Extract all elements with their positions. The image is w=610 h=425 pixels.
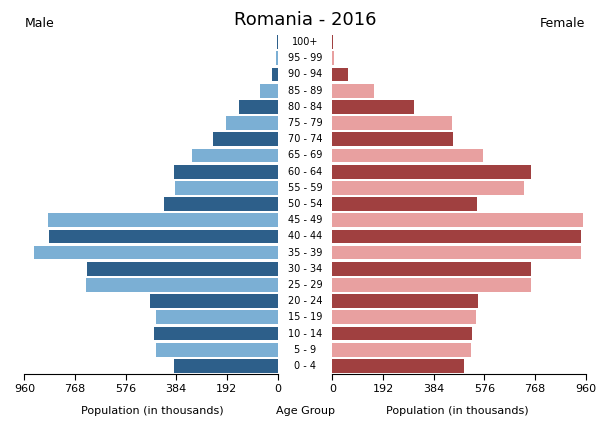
Bar xyxy=(332,213,584,227)
Bar xyxy=(156,310,278,324)
Bar xyxy=(332,100,414,114)
Text: 60 - 64: 60 - 64 xyxy=(288,167,322,177)
Text: 95 - 99: 95 - 99 xyxy=(288,53,322,63)
Bar xyxy=(332,246,581,259)
Text: 0 - 4: 0 - 4 xyxy=(294,361,316,371)
Bar xyxy=(85,278,278,292)
Text: 75 - 79: 75 - 79 xyxy=(288,118,322,128)
Bar xyxy=(332,116,451,130)
Bar xyxy=(151,294,278,308)
Bar xyxy=(49,230,278,243)
Bar xyxy=(87,262,278,276)
Bar xyxy=(276,51,278,65)
Bar xyxy=(332,181,525,195)
Bar xyxy=(174,165,278,178)
Text: 100+: 100+ xyxy=(292,37,318,47)
Bar xyxy=(175,181,278,195)
Bar xyxy=(277,35,278,49)
Bar xyxy=(332,294,478,308)
Bar xyxy=(239,100,278,114)
Text: Female: Female xyxy=(540,17,586,30)
Bar xyxy=(156,343,278,357)
Bar xyxy=(332,230,581,243)
Text: 65 - 69: 65 - 69 xyxy=(288,150,322,160)
Bar xyxy=(48,213,278,227)
Text: 45 - 49: 45 - 49 xyxy=(288,215,322,225)
Text: Population (in thousands): Population (in thousands) xyxy=(81,406,224,416)
Bar xyxy=(332,343,471,357)
Text: 15 - 19: 15 - 19 xyxy=(288,312,322,322)
Text: Romania - 2016: Romania - 2016 xyxy=(234,11,376,28)
Bar xyxy=(332,84,374,98)
Text: Age Group: Age Group xyxy=(276,406,334,416)
Text: 10 - 14: 10 - 14 xyxy=(288,329,322,339)
Bar xyxy=(332,327,472,340)
Bar xyxy=(272,68,278,81)
Text: 30 - 34: 30 - 34 xyxy=(288,264,322,274)
Bar xyxy=(260,84,278,98)
Text: 55 - 59: 55 - 59 xyxy=(288,183,322,193)
Text: 70 - 74: 70 - 74 xyxy=(288,134,322,144)
Bar xyxy=(154,327,278,340)
Bar xyxy=(192,149,278,162)
Bar xyxy=(332,278,531,292)
Bar xyxy=(34,246,278,259)
Bar xyxy=(332,197,478,211)
Bar xyxy=(332,310,476,324)
Text: Male: Male xyxy=(24,17,54,30)
Bar xyxy=(332,165,531,178)
Bar xyxy=(332,262,531,276)
Text: 90 - 94: 90 - 94 xyxy=(288,69,322,79)
Text: 50 - 54: 50 - 54 xyxy=(288,199,322,209)
Text: 5 - 9: 5 - 9 xyxy=(294,345,316,355)
Bar xyxy=(332,51,334,65)
Bar xyxy=(163,197,278,211)
Bar xyxy=(226,116,278,130)
Text: 80 - 84: 80 - 84 xyxy=(288,102,322,112)
Text: 20 - 24: 20 - 24 xyxy=(288,296,322,306)
Bar xyxy=(332,68,348,81)
Bar xyxy=(174,359,278,373)
Text: 85 - 89: 85 - 89 xyxy=(288,86,322,96)
Text: 35 - 39: 35 - 39 xyxy=(288,248,322,258)
Bar xyxy=(332,132,453,146)
Text: Population (in thousands): Population (in thousands) xyxy=(386,406,529,416)
Bar xyxy=(332,149,483,162)
Text: 40 - 44: 40 - 44 xyxy=(288,231,322,241)
Bar xyxy=(332,359,464,373)
Bar xyxy=(213,132,278,146)
Text: 25 - 29: 25 - 29 xyxy=(288,280,322,290)
